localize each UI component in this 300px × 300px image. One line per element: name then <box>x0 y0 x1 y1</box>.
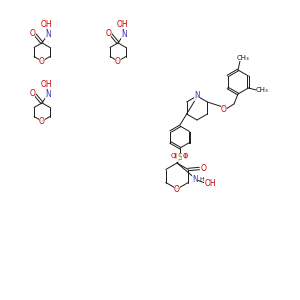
Text: N: N <box>192 175 198 184</box>
Text: OH: OH <box>40 20 52 29</box>
Text: N: N <box>45 90 51 99</box>
Text: OH: OH <box>40 80 52 89</box>
Text: OH: OH <box>204 179 216 188</box>
Text: CH₃: CH₃ <box>237 55 249 61</box>
Text: N: N <box>194 92 200 100</box>
Text: O: O <box>39 57 45 66</box>
Text: O: O <box>105 29 111 38</box>
Text: N: N <box>121 30 127 39</box>
Text: OH: OH <box>117 20 128 29</box>
Text: O: O <box>174 184 180 194</box>
Text: CH₃: CH₃ <box>256 87 269 93</box>
Text: S: S <box>178 152 182 161</box>
Text: N: N <box>45 30 51 39</box>
Text: O: O <box>182 153 188 159</box>
Text: ‖: ‖ <box>183 152 187 158</box>
Text: O: O <box>115 57 121 66</box>
Text: O: O <box>170 153 176 159</box>
Text: H: H <box>199 177 204 182</box>
Text: O: O <box>39 117 45 126</box>
Text: O: O <box>221 106 227 115</box>
Text: O: O <box>29 89 35 98</box>
Text: ‖: ‖ <box>173 152 177 158</box>
Text: O: O <box>29 29 35 38</box>
Text: O: O <box>200 164 206 173</box>
